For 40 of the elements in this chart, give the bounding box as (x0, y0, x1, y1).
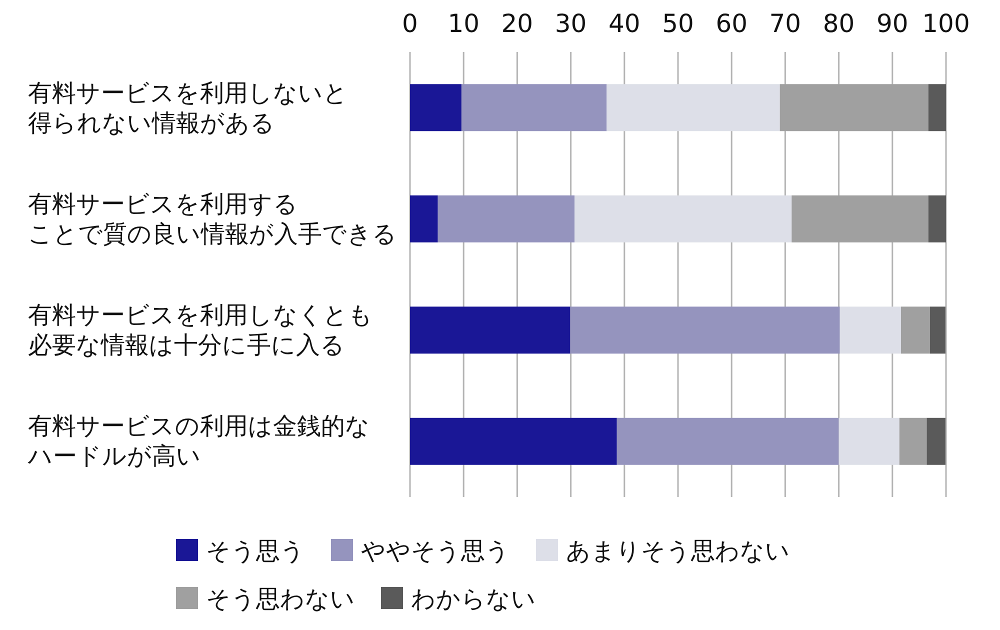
legend-label: そう思う (206, 537, 305, 565)
x-tick-label: 50 (662, 9, 694, 38)
x-tick-label: 30 (554, 9, 587, 38)
legend-label: そう思わない (206, 585, 355, 613)
y-tick-label: 有料サービスを利用しないと得られない情報がある (28, 78, 349, 138)
bar (926, 418, 946, 465)
x-tick-label: 10 (448, 9, 480, 38)
bar (570, 306, 840, 354)
y-tick-label: 有料サービスを利用することで質の良い情報が入手できる (28, 188, 398, 249)
y-tick-label: 有料サービスを利用しなくとも必要な情報は十分に手に入る (28, 300, 374, 360)
bar (838, 418, 900, 465)
bar (410, 306, 570, 354)
x-tick-label: 80 (822, 9, 855, 38)
x-tick-label: 40 (608, 9, 640, 38)
bar (928, 195, 946, 242)
bar (606, 84, 780, 132)
bar (438, 195, 575, 242)
x-tick-label: 60 (716, 9, 748, 38)
bar (410, 195, 438, 242)
bar (461, 84, 607, 132)
x-tick-label: 100 (922, 9, 970, 38)
bar (616, 418, 839, 465)
bar (900, 306, 930, 354)
bar (840, 306, 901, 354)
bar (410, 84, 462, 132)
bar (928, 84, 946, 132)
bar (574, 195, 792, 242)
bar (780, 84, 928, 132)
bar (930, 306, 946, 354)
legend-label: あまりそう思わない (566, 537, 790, 565)
legend-label: わからない (411, 585, 536, 613)
x-tick-label: 0 (402, 9, 418, 38)
x-tick-label: 90 (876, 9, 908, 38)
bar (792, 195, 928, 242)
x-tick-label: 70 (769, 9, 802, 38)
bar (899, 418, 927, 465)
y-tick-label: 有料サービスの利用は金銭的なハードルが高い (28, 411, 371, 472)
bar (410, 418, 617, 465)
x-tick-label: 20 (501, 9, 534, 38)
legend-label: ややそう思う (361, 537, 510, 565)
